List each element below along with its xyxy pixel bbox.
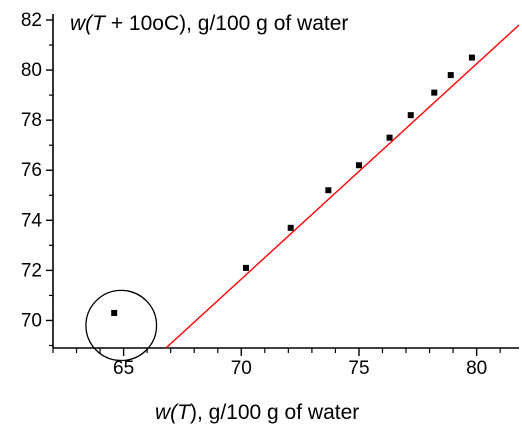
data-point bbox=[355, 162, 362, 169]
axis-title-part: + 10oC), g/100 g of water bbox=[105, 12, 348, 35]
data-point bbox=[242, 264, 249, 271]
x-tick-label-75: 75 bbox=[348, 358, 369, 379]
fit-line bbox=[165, 24, 520, 349]
outlier-ellipse bbox=[85, 289, 158, 362]
data-point bbox=[447, 72, 454, 79]
data-point bbox=[468, 54, 475, 61]
annotations bbox=[85, 289, 158, 362]
data-point bbox=[407, 112, 414, 119]
y-tick-label-70: 70 bbox=[21, 310, 42, 331]
axis-title-part: w( bbox=[155, 401, 179, 424]
y-tick-label-76: 76 bbox=[21, 160, 42, 181]
x-axis-title: w(T), g/100 g of water bbox=[155, 401, 359, 424]
axis-title-part: w( bbox=[70, 12, 94, 35]
y-tick-label-74: 74 bbox=[21, 210, 43, 231]
axis-title-part: T bbox=[92, 12, 107, 35]
ticks: 70 72 74 76 78 80 82 65 70 75 80 bbox=[21, 10, 501, 379]
data-point bbox=[325, 187, 332, 194]
x-tick-label-80: 80 bbox=[466, 358, 487, 379]
x-tick-label-70: 70 bbox=[231, 358, 252, 379]
data-point bbox=[386, 134, 393, 141]
data-point bbox=[287, 224, 294, 231]
data-point bbox=[431, 89, 438, 96]
y-axis-title: w(T + 10oC), g/100 g of water bbox=[70, 12, 348, 35]
y-tick-label-78: 78 bbox=[21, 110, 42, 131]
y-tick-label-82: 82 bbox=[21, 10, 42, 31]
series bbox=[111, 24, 520, 349]
axis-title-part: ), g/100 g of water bbox=[190, 401, 359, 424]
x-tick-label-65: 65 bbox=[113, 358, 134, 379]
axis-title-part: T bbox=[177, 401, 192, 424]
y-tick-label-72: 72 bbox=[21, 260, 42, 281]
y-tick-label-80: 80 bbox=[21, 60, 42, 81]
data-point bbox=[111, 309, 118, 316]
axes bbox=[52, 14, 519, 349]
